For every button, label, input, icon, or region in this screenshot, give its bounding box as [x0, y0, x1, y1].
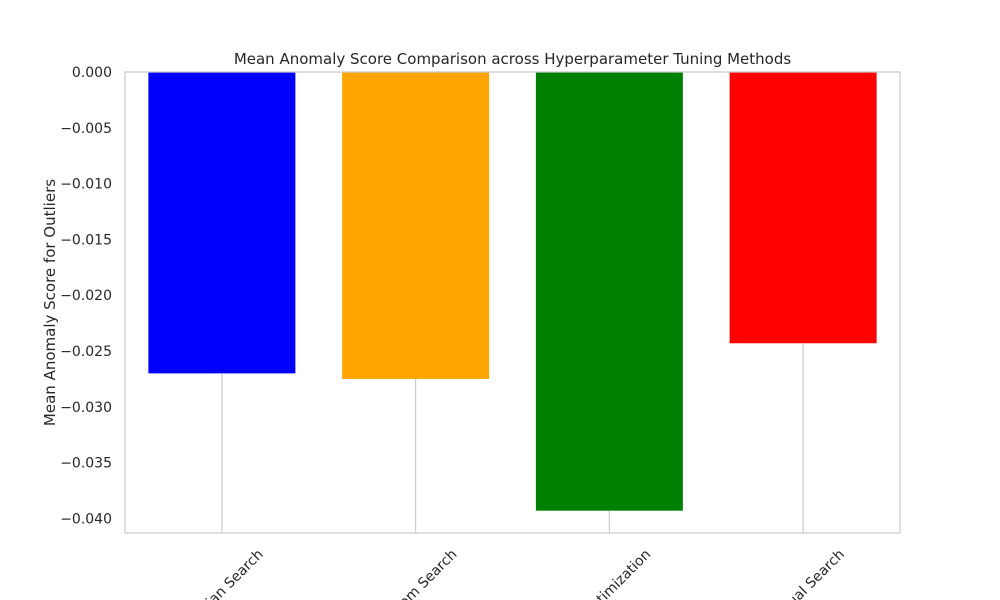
y-axis-label: Mean Anomaly Score for Outliers — [41, 179, 59, 426]
chart-title: Mean Anomaly Score Comparison across Hyp… — [234, 50, 792, 68]
bar-3 — [535, 72, 683, 511]
y-tick-label: −0.040 — [60, 511, 112, 527]
y-tick-label: −0.030 — [60, 400, 112, 416]
y-tick-label: −0.005 — [60, 121, 112, 137]
y-tick-labels: 0.000 −0.005 −0.010 −0.015 −0.020 −0.025 −0.03… — [60, 65, 112, 527]
bar-2 — [342, 72, 490, 379]
bar-1 — [148, 72, 296, 374]
y-tick-label: −0.015 — [60, 232, 112, 248]
x-tick-label: ual Search — [784, 547, 848, 600]
y-tick-label: −0.035 — [60, 456, 112, 472]
y-tick-label: 0.000 — [72, 65, 112, 81]
y-tick-label: −0.025 — [60, 344, 112, 360]
bars — [148, 72, 877, 511]
x-tick-label: ian Search — [203, 547, 267, 600]
plot-frame — [124, 71, 901, 534]
x-tick-label: ptimization — [587, 547, 654, 600]
y-tick-label: −0.010 — [60, 177, 112, 193]
bar-4 — [729, 72, 877, 344]
y-tick-label: −0.020 — [60, 288, 112, 304]
x-tick-labels: ian Search om Search ptimization ual Search — [203, 547, 848, 600]
gridlines — [221, 72, 804, 533]
x-tick-label: om Search — [396, 547, 460, 600]
